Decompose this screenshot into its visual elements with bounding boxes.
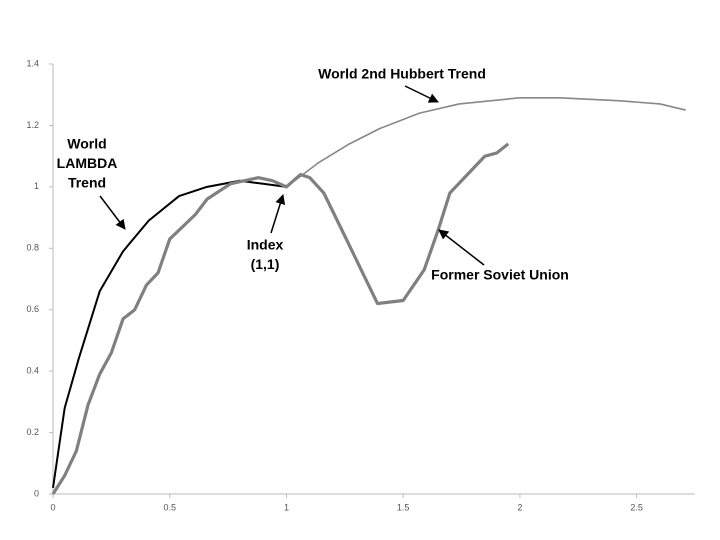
x-tick-label: 2.5 xyxy=(630,502,643,512)
y-tick-label: 0.8 xyxy=(26,243,39,253)
series-label: LAMBDA xyxy=(57,155,118,171)
arrow xyxy=(270,194,286,234)
x-tick-label: 0.5 xyxy=(163,502,176,512)
series-label: Trend xyxy=(68,175,106,191)
x-tick-label: 0 xyxy=(50,502,55,512)
series-label: Former Soviet Union xyxy=(431,267,569,283)
y-tick-label: 0.6 xyxy=(26,304,39,314)
y-tick-label: 0 xyxy=(34,488,39,498)
series-line xyxy=(51,142,510,495)
y-tick-label: 1 xyxy=(34,181,39,191)
y-tick-label: 0.4 xyxy=(26,366,39,376)
y-tick-label: 1.4 xyxy=(26,58,39,68)
annotation: (1,1) xyxy=(251,256,280,272)
y-tick-label: 1.2 xyxy=(26,120,39,130)
arrow xyxy=(438,229,485,266)
x-tick-label: 1.5 xyxy=(397,502,410,512)
series-label: World 2nd Hubbert Trend xyxy=(318,66,486,82)
series-line xyxy=(52,179,287,489)
series-label: World xyxy=(67,136,106,152)
series-line xyxy=(285,96,686,188)
annotation: Index xyxy=(247,237,284,253)
y-tick-label: 0.2 xyxy=(26,427,39,437)
arrow xyxy=(99,195,126,230)
x-tick-label: 1 xyxy=(284,502,289,512)
x-tick-label: 2 xyxy=(517,502,522,512)
arrow xyxy=(404,85,439,103)
